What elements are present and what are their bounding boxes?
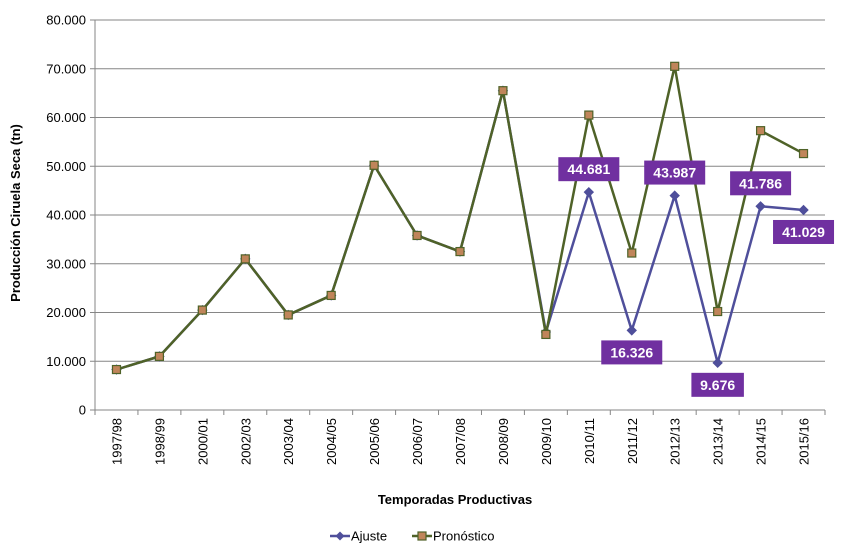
data-label-text: 9.676 <box>700 377 735 393</box>
legend-label: Ajuste <box>351 529 387 544</box>
legend-marker <box>417 531 427 541</box>
data-point <box>197 305 207 315</box>
x-tick-label: 1997/98 <box>109 418 124 465</box>
y-tick-label: 70.000 <box>46 61 86 76</box>
data-point <box>584 110 594 120</box>
x-tick-label: 2002/03 <box>238 418 253 465</box>
x-tick-label: 2008/09 <box>496 418 511 465</box>
x-tick-label: 2003/04 <box>281 418 296 465</box>
y-tick-label: 10.000 <box>46 354 86 369</box>
data-point <box>283 310 293 320</box>
x-tick-label: 2012/13 <box>668 418 683 465</box>
data-point <box>412 230 422 241</box>
x-tick-label: 2010/11 <box>582 418 597 464</box>
y-tick-label: 60.000 <box>46 110 86 125</box>
data-label-box <box>773 219 835 244</box>
data-label-text: 41.029 <box>782 224 825 240</box>
x-tick-label: 2005/06 <box>367 418 382 465</box>
x-tick-label: 2015/16 <box>797 418 812 465</box>
series-line <box>116 89 804 371</box>
data-point <box>498 86 508 96</box>
data-point <box>798 204 809 216</box>
data-point <box>455 246 465 257</box>
data-label-text: 44.681 <box>567 161 610 177</box>
legend-label: Pronóstico <box>433 529 494 544</box>
data-point <box>369 160 379 170</box>
data-label: 9.676 <box>691 372 744 397</box>
data-label: 41.786 <box>730 171 792 196</box>
x-axis-title: Temporadas Productivas <box>378 492 532 507</box>
series-line <box>116 65 805 371</box>
y-tick-label: 40.000 <box>46 208 86 223</box>
data-point <box>670 61 680 71</box>
data-label-box <box>601 340 663 365</box>
data-point <box>240 254 250 264</box>
data-label-text: 16.326 <box>610 344 653 360</box>
data-label: 43.987 <box>644 160 706 185</box>
data-point <box>627 248 637 258</box>
data-label-box <box>644 160 706 185</box>
data-label: 41.029 <box>773 219 835 244</box>
series-pronostico <box>111 61 809 375</box>
data-point <box>111 364 122 375</box>
y-tick-label: 80.000 <box>46 13 86 28</box>
x-tick-label: 2004/05 <box>324 418 339 465</box>
legend: Ajuste Pronóstico <box>330 529 494 544</box>
data-labels: 44.681 16.326 43.987 9.676 41.786 41.029 <box>558 157 835 397</box>
data-point <box>669 190 680 201</box>
data-point <box>798 148 809 159</box>
data-point <box>755 201 766 212</box>
x-tick-label: 1998/99 <box>152 418 167 465</box>
data-label-text: 41.786 <box>739 175 782 191</box>
y-tick-label: 50.000 <box>46 159 86 174</box>
data-point <box>755 126 766 136</box>
data-label-box <box>558 157 620 182</box>
legend-item-ajuste: Ajuste <box>330 529 387 544</box>
x-axis-ticks: 1997/98 1998/99 2000/01 2002/03 2003/04 2004/… <box>94 410 826 465</box>
data-point <box>626 325 637 336</box>
data-point <box>583 186 595 198</box>
x-tick-label: 2006/07 <box>410 418 425 465</box>
y-tick-label: 30.000 <box>46 256 86 271</box>
data-label-text: 43.987 <box>653 165 696 181</box>
x-tick-label: 2013/14 <box>711 418 726 465</box>
data-point <box>713 306 723 317</box>
data-label: 44.681 <box>558 157 620 182</box>
data-label-box <box>730 171 792 196</box>
data-point <box>326 290 336 301</box>
y-tick-label: 20.000 <box>46 305 86 320</box>
x-tick-label: 2009/10 <box>539 418 554 465</box>
y-tick-label: 0 <box>79 403 86 418</box>
x-tick-label: 2014/15 <box>754 418 769 465</box>
series-group <box>111 61 809 375</box>
data-point <box>154 351 165 361</box>
data-label-box <box>691 372 744 397</box>
gridlines <box>95 19 825 362</box>
data-label: 16.326 <box>601 340 663 365</box>
x-tick-label: 2011/12 <box>625 418 640 464</box>
y-axis-title: Producción Ciruela Seca (tn) <box>8 124 23 302</box>
data-point <box>541 329 551 340</box>
x-tick-label: 2000/01 <box>195 418 210 465</box>
data-point <box>712 357 723 369</box>
legend-marker <box>335 531 345 541</box>
y-axis-ticks: 0 10.000 20.000 30.000 40.000 50.000 60.000 70.… <box>46 13 95 418</box>
legend-item-pronostico: Pronóstico <box>412 529 494 544</box>
x-tick-label: 2007/08 <box>453 418 468 465</box>
